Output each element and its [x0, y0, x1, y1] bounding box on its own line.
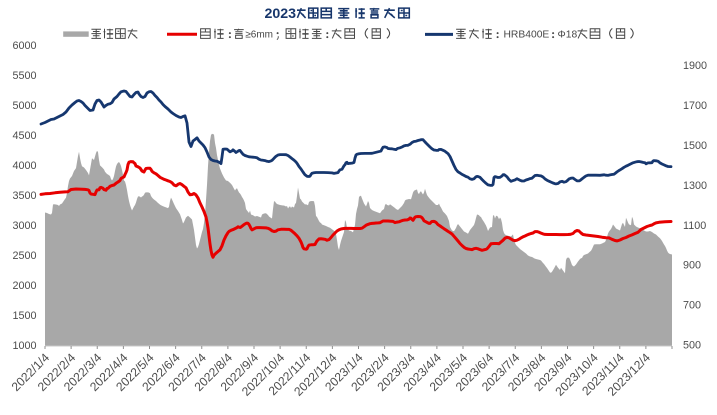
svg-text:6000: 6000 — [12, 40, 36, 52]
svg-text:3500: 3500 — [12, 190, 36, 202]
svg-text:1300: 1300 — [683, 180, 707, 192]
svg-text:1500: 1500 — [683, 140, 707, 152]
svg-text:2500: 2500 — [12, 250, 36, 262]
svg-text:1000: 1000 — [12, 340, 36, 352]
svg-text:Φ18: Φ18 — [558, 30, 578, 41]
svg-text:HRB400E: HRB400E — [504, 30, 550, 41]
svg-text:4500: 4500 — [12, 130, 36, 142]
svg-text:1500: 1500 — [12, 310, 36, 322]
svg-text:500: 500 — [683, 340, 701, 352]
svg-text:5000: 5000 — [12, 100, 36, 112]
svg-text:700: 700 — [683, 300, 701, 312]
svg-text:1900: 1900 — [683, 60, 707, 72]
svg-text:5500: 5500 — [12, 70, 36, 82]
svg-text:3000: 3000 — [12, 220, 36, 232]
svg-text:1100: 1100 — [683, 220, 706, 232]
svg-text:900: 900 — [683, 260, 701, 272]
svg-text:4000: 4000 — [12, 160, 36, 172]
svg-text:1700: 1700 — [683, 100, 707, 112]
svg-text:2000: 2000 — [12, 280, 36, 292]
svg-text:2023: 2023 — [265, 6, 297, 22]
svg-text:≥6mm: ≥6mm — [245, 30, 273, 41]
